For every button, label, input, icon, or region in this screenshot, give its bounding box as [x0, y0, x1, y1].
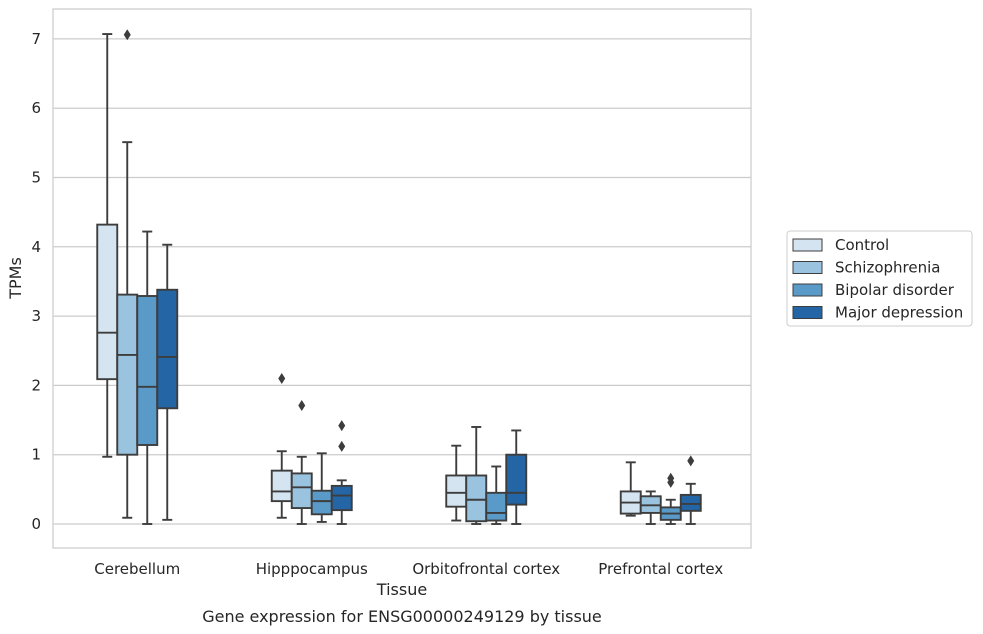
x-tick-label: Orbitofrontal cortex [412, 560, 560, 578]
x-axis-title: Tissue [376, 580, 427, 599]
box [330, 420, 353, 525]
box-body [270, 469, 293, 503]
box [270, 372, 293, 519]
box-body [485, 491, 508, 522]
box-body [679, 493, 702, 512]
legend: Control Schizophrenia Bipolar disorder Majo… [786, 230, 973, 327]
y-tick-label: 7 [31, 30, 41, 48]
outlier-point [667, 472, 675, 484]
legend-label: Schizophrenia [835, 259, 940, 277]
box [679, 455, 702, 525]
box-body [330, 484, 353, 512]
outlier-point [278, 372, 286, 384]
box-body [96, 223, 119, 381]
series-bipolar-disorder [136, 230, 682, 525]
series-schizophrenia [116, 29, 662, 525]
y-tick-label: 4 [31, 238, 41, 256]
legend-label: Control [835, 236, 889, 254]
legend-swatch [792, 306, 823, 319]
y-axis-ticks: 0 1 2 3 4 5 6 7 [31, 30, 41, 533]
box-body [156, 288, 179, 410]
outlier-point [338, 440, 346, 452]
legend-swatch [792, 283, 823, 297]
box-body [290, 472, 313, 510]
box [659, 472, 682, 525]
legend-swatch [792, 238, 823, 252]
box [465, 426, 488, 525]
series-control [96, 33, 642, 522]
box [505, 429, 528, 525]
box-body [445, 474, 468, 508]
x-tick-label: Hipppocampus [256, 560, 368, 578]
legend-frame [786, 230, 973, 327]
box [310, 452, 333, 523]
y-tick-label: 1 [31, 446, 41, 464]
y-tick-label: 2 [31, 376, 41, 394]
box-body [310, 489, 333, 516]
plot-area [52, 8, 752, 549]
box [619, 461, 642, 517]
box [156, 243, 179, 521]
box-body [505, 453, 528, 506]
box-body [116, 293, 139, 456]
y-tick-label: 3 [31, 307, 41, 325]
box [485, 465, 508, 525]
x-tick-label: Cerebellum [94, 560, 180, 578]
outlier-point [338, 420, 346, 432]
box [96, 33, 119, 458]
y-tick-label: 6 [31, 99, 41, 117]
outlier-point [123, 29, 131, 41]
y-tick-label: 0 [31, 515, 41, 533]
x-tick-label: Prefrontal cortex [598, 560, 723, 578]
y-axis-title: TPMs [6, 257, 25, 300]
box [445, 444, 468, 522]
box [639, 490, 662, 525]
box-series [96, 29, 702, 525]
y-tick-label: 5 [31, 169, 41, 187]
outlier-point [687, 455, 695, 467]
outlier-point [298, 399, 306, 411]
chart-caption: Gene expression for ENSG00000249129 by t… [202, 607, 602, 626]
box-body [465, 474, 488, 523]
legend-swatch [792, 261, 823, 274]
x-axis-ticks: Cerebellum Hipppocampus Orbitofrontal cort… [94, 560, 723, 578]
box-body [136, 295, 159, 446]
legend-label: Bipolar disorder [835, 281, 955, 299]
series-major-depression [156, 243, 702, 525]
legend-label: Major depression [835, 304, 963, 322]
